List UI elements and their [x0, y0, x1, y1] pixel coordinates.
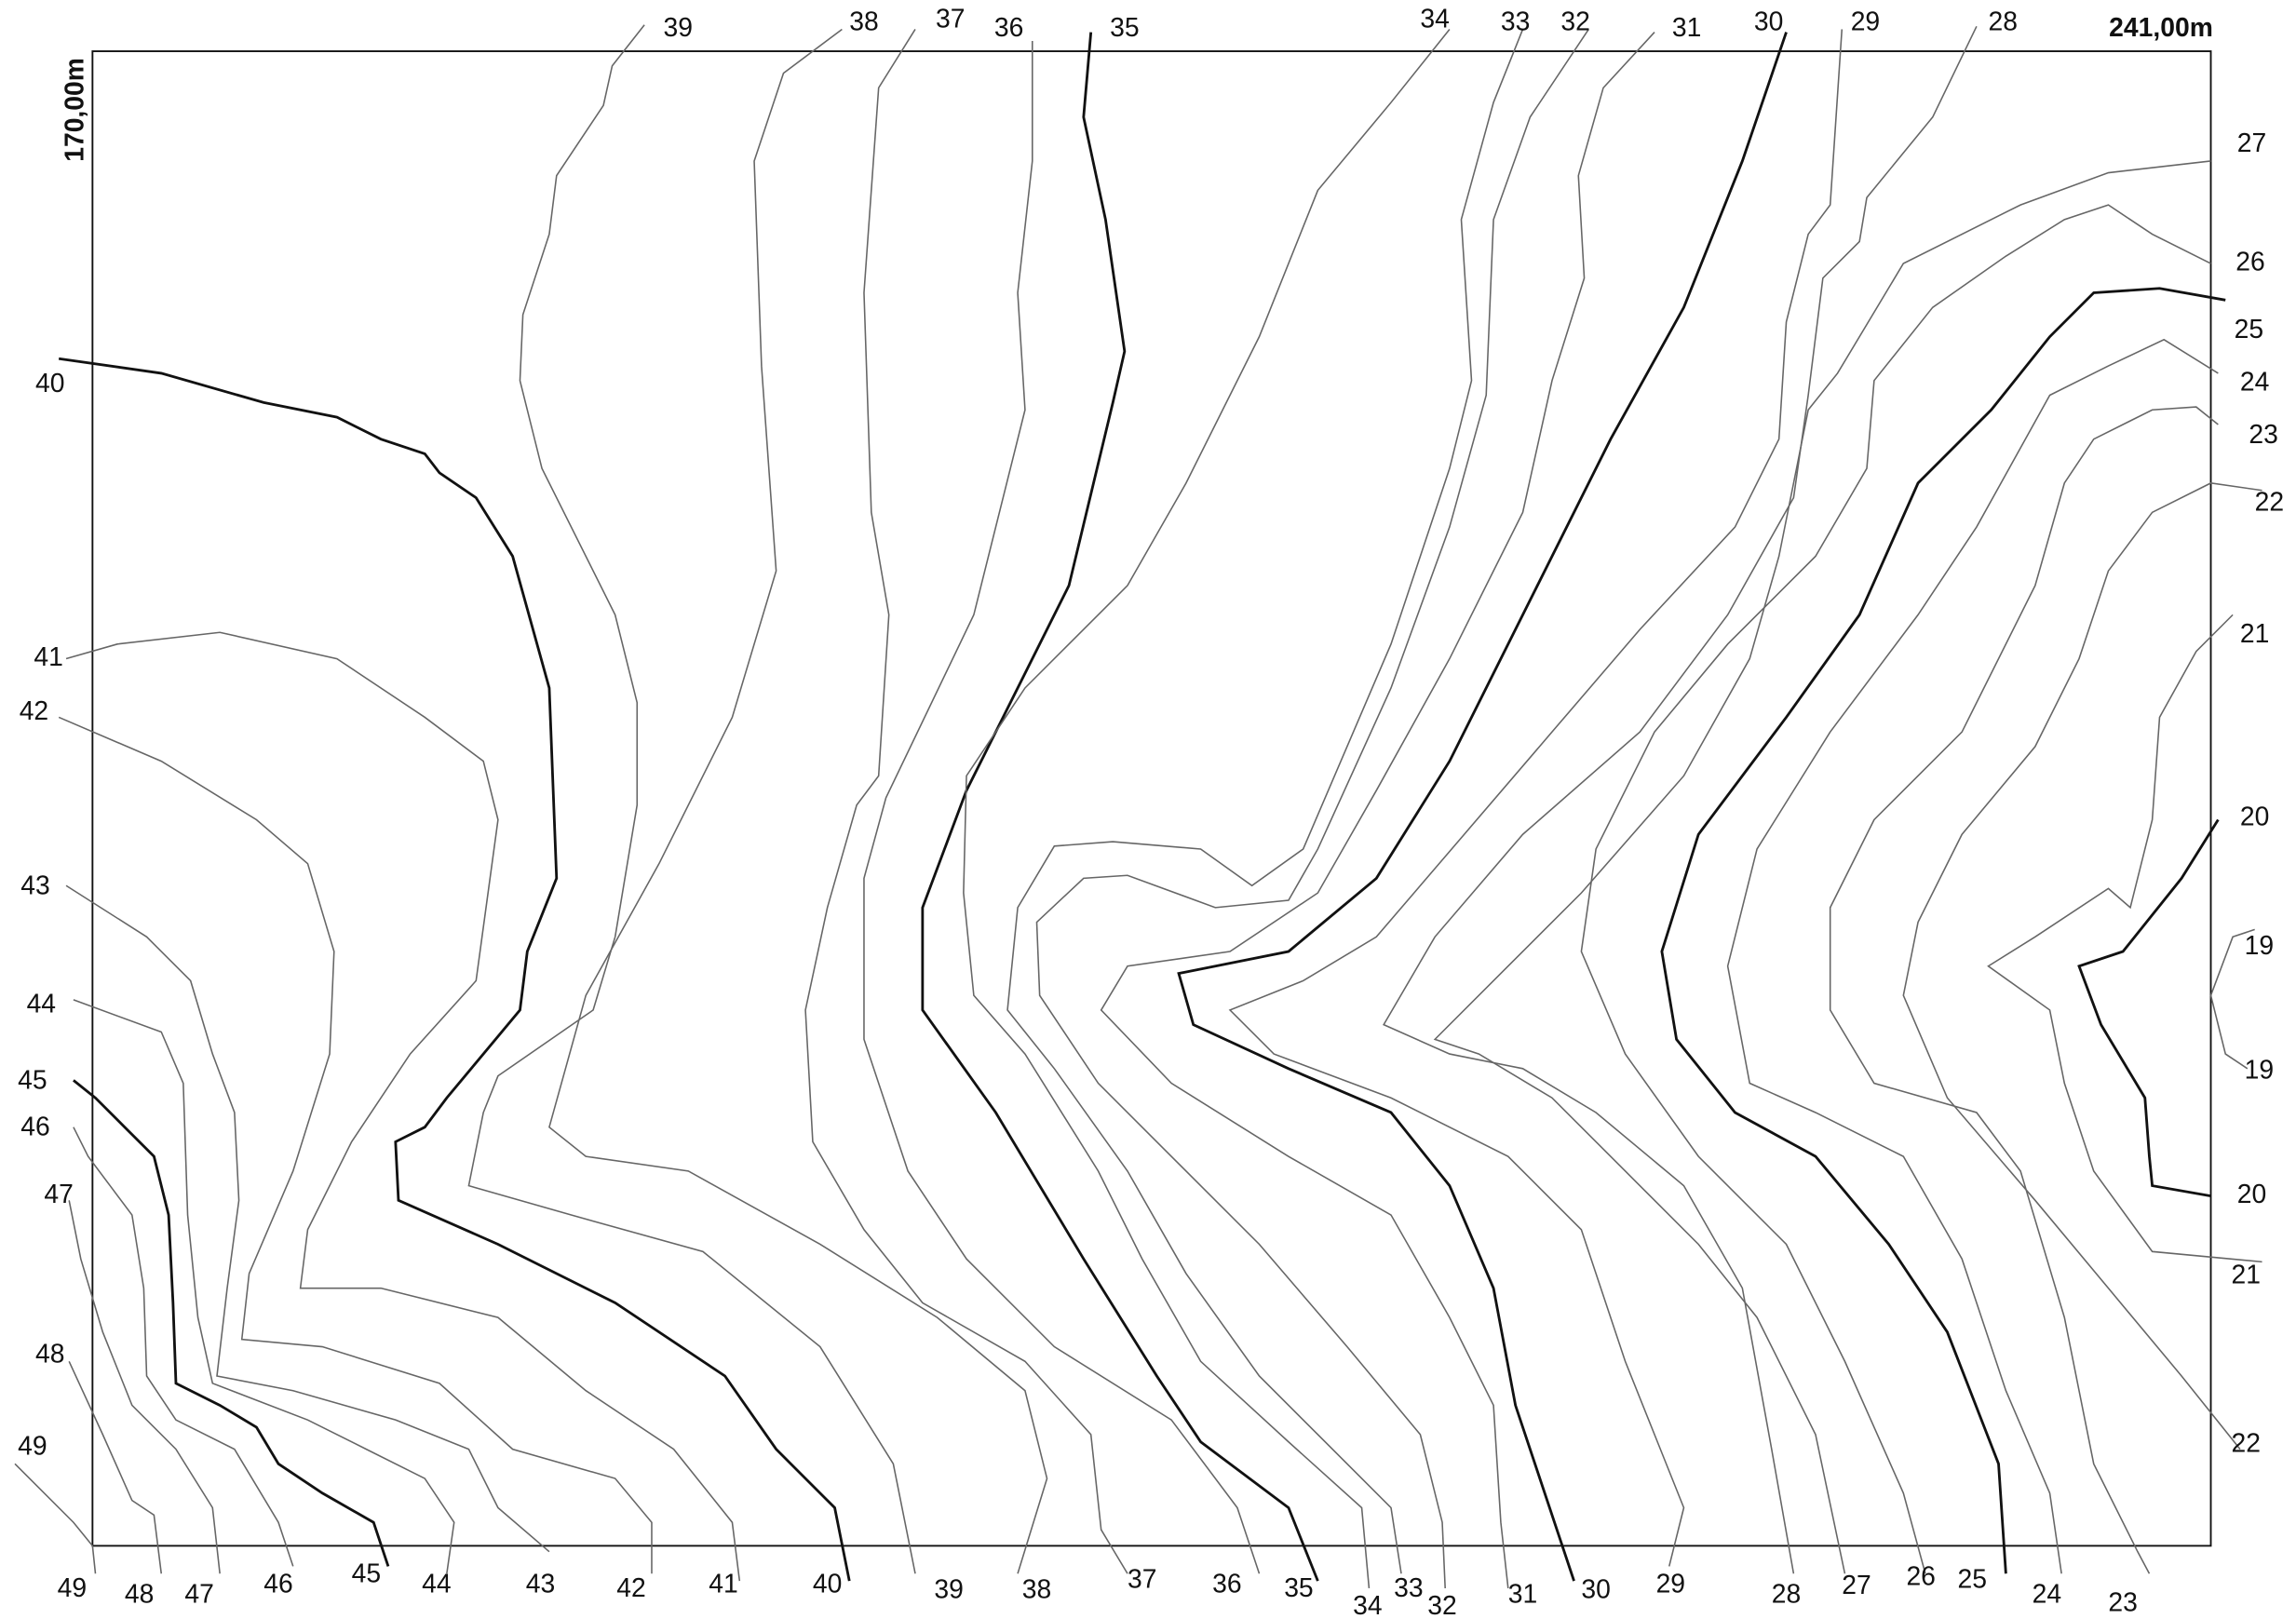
contour-label: 32 [1560, 7, 1589, 36]
contour-label: 21 [2232, 1260, 2261, 1289]
contour-label: 44 [422, 1568, 451, 1598]
contour-label: 32 [1427, 1590, 1456, 1619]
contour-label: 37 [936, 3, 965, 33]
contour-label: 29 [1851, 7, 1880, 36]
contour-label: 21 [2240, 618, 2269, 648]
contour-label: 29 [1656, 1568, 1685, 1598]
contour-label: 35 [1110, 12, 1139, 42]
contour [1580, 204, 2211, 1574]
contour-label: 35 [1284, 1572, 1313, 1602]
contour-label: 19 [2245, 930, 2274, 960]
contour [1100, 32, 1655, 1589]
contour-index [1660, 287, 2226, 1574]
contour-label: 19 [2245, 1054, 2274, 1084]
contour-label: 22 [2232, 1427, 2261, 1457]
contour-label: 31 [1672, 12, 1701, 42]
contour-label: 42 [20, 695, 48, 725]
height-dimension: 170,00m [60, 58, 89, 162]
contour-index [921, 32, 1319, 1582]
contour [804, 29, 1128, 1574]
contour-label: 38 [1022, 1574, 1051, 1604]
contour [58, 716, 653, 1574]
contour [68, 1360, 163, 1574]
contour-label: 47 [184, 1578, 213, 1608]
contour-label: 46 [263, 1568, 292, 1598]
contour-label: 43 [20, 870, 49, 899]
contour-label: 40 [35, 368, 64, 398]
contour-lines [14, 24, 2262, 1589]
contour-index [2077, 818, 2220, 1197]
contour-label: 44 [27, 989, 56, 1019]
contour-label: 25 [2235, 314, 2263, 344]
contour [68, 1200, 221, 1574]
contour-label: 25 [1957, 1564, 1986, 1594]
contour-label: 26 [1906, 1560, 1935, 1590]
contour [2209, 928, 2255, 1070]
contour-label: 24 [2240, 366, 2269, 396]
contour-label: 27 [2237, 128, 2266, 157]
contour-label: 48 [35, 1338, 64, 1368]
contour-label: 36 [1212, 1568, 1241, 1598]
contour-label: 28 [1772, 1578, 1801, 1608]
contour-label: 41 [34, 641, 62, 671]
contour [1006, 29, 1524, 1574]
contour-label: 23 [2108, 1587, 2137, 1617]
contour-label: 45 [18, 1064, 47, 1094]
contour-label: 20 [2237, 1179, 2266, 1208]
width-dimension: 241,00m [2109, 12, 2213, 42]
contour-label: 33 [1394, 1572, 1423, 1602]
contour [1829, 406, 2219, 1574]
contour-label: 48 [125, 1578, 154, 1608]
contour-index [58, 357, 851, 1582]
contour-label: 41 [709, 1568, 737, 1598]
map-frame [91, 50, 2212, 1547]
contour-label: 39 [934, 1574, 963, 1604]
contour-label: 28 [1989, 7, 2018, 36]
contour-label: 38 [849, 7, 878, 36]
contour-label: 49 [58, 1572, 87, 1602]
contour [1726, 338, 2219, 1574]
contour-label: 39 [664, 12, 693, 42]
contour-label: 47 [44, 1179, 73, 1208]
contour-label: 26 [2235, 246, 2264, 276]
contour-label: 45 [352, 1558, 381, 1587]
contour [963, 28, 1451, 1589]
contour [1987, 614, 2262, 1263]
contour-label: 30 [1754, 7, 1783, 36]
contour [73, 1127, 294, 1567]
contour [73, 999, 455, 1574]
contour-label: 46 [20, 1112, 49, 1141]
contour [1383, 25, 1978, 1574]
contour-label: 24 [2033, 1578, 2061, 1608]
contour-index [1177, 32, 1788, 1582]
contour-label: 37 [1128, 1564, 1156, 1594]
contour-index [73, 1079, 390, 1567]
contour-label: 30 [1581, 1574, 1610, 1604]
contour [863, 41, 1261, 1574]
contour-label: 34 [1420, 3, 1449, 33]
contour-label: 40 [813, 1568, 842, 1598]
contour-label: 23 [2249, 419, 2277, 449]
contour [1902, 482, 2262, 1450]
contour-label: 27 [1842, 1570, 1871, 1599]
contour-label: 31 [1508, 1578, 1537, 1608]
contour [1035, 29, 1589, 1589]
contour [548, 28, 1048, 1574]
contour-label: 42 [616, 1572, 645, 1602]
contour-label: 43 [526, 1568, 555, 1598]
contour [1433, 160, 2211, 1574]
contour-label: 22 [2255, 486, 2284, 516]
contour [467, 24, 916, 1574]
contour [65, 631, 741, 1582]
contour-label: 34 [1353, 1590, 1382, 1619]
contour [14, 1463, 97, 1574]
contour-label: 49 [18, 1431, 47, 1461]
contour-label: 33 [1501, 7, 1530, 36]
contour-label: 36 [994, 12, 1023, 42]
contour-label: 20 [2240, 801, 2269, 830]
contour [65, 884, 550, 1553]
contour [1228, 29, 1844, 1567]
